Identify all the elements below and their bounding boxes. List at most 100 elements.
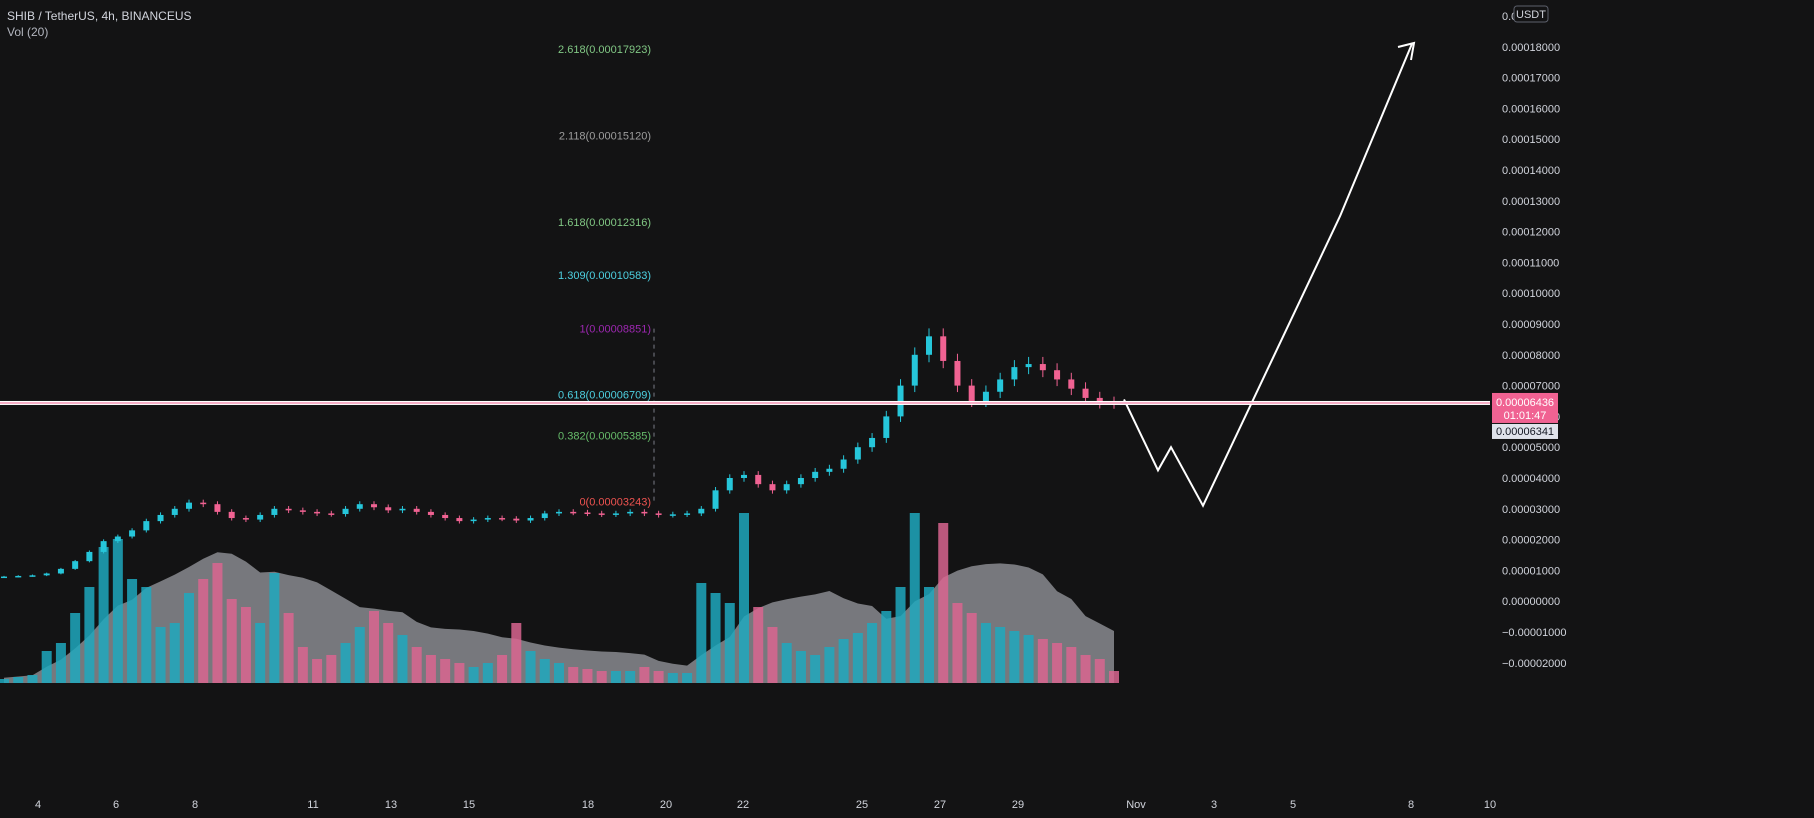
- symbol-title[interactable]: SHIB / TetherUS, 4h, BINANCEUS: [7, 9, 192, 23]
- current-price-badge[interactable]: [1492, 392, 1558, 423]
- volume-bar: [525, 651, 536, 683]
- volume-bar: [297, 647, 308, 683]
- volume-bar: [582, 669, 593, 683]
- candle-body: [356, 504, 363, 509]
- volume-bar: [482, 663, 493, 683]
- time-tick-label[interactable]: 3: [1211, 799, 1217, 811]
- candle-body: [612, 513, 619, 515]
- time-tick-label[interactable]: 13: [385, 799, 397, 811]
- currency-badge[interactable]: [1513, 5, 1549, 23]
- projection-arrowhead: [1397, 41, 1416, 61]
- volume-bar: [909, 513, 920, 683]
- price-tick-label[interactable]: 0.00013000: [1502, 196, 1560, 208]
- volume-bar: [169, 623, 180, 683]
- candle-body: [883, 416, 890, 438]
- candle-body: [228, 511, 235, 519]
- time-tick-label[interactable]: 4: [35, 799, 41, 811]
- time-tick-label[interactable]: Nov: [1126, 799, 1146, 811]
- candle-body: [456, 518, 463, 522]
- candle-body: [598, 513, 605, 515]
- volume-bar: [326, 655, 337, 683]
- time-tick-label[interactable]: 8: [1408, 799, 1414, 811]
- candle-body: [840, 459, 847, 469]
- volume-bar: [810, 655, 821, 683]
- time-tick-label[interactable]: 20: [660, 799, 672, 811]
- price-scale[interactable]: 0.0 0.00018000 0.00017000 0.00016000 0.00015…: [1492, 5, 1567, 670]
- price-tick-label[interactable]: 0.00005000: [1502, 442, 1560, 454]
- price-tick-label[interactable]: −0.00002000: [1502, 658, 1567, 670]
- volume-bar: [1052, 643, 1063, 683]
- volume-bar: [84, 587, 95, 683]
- price-tick-label[interactable]: 0.00014000: [1502, 165, 1560, 177]
- price-tick-label[interactable]: −0.00001000: [1502, 627, 1567, 639]
- price-tick-label[interactable]: 0.00004000: [1502, 473, 1560, 485]
- candle-body: [669, 514, 676, 516]
- candle-body: [584, 512, 591, 514]
- candle-body: [57, 568, 64, 574]
- volume-bar: [1023, 635, 1034, 683]
- price-tick-label[interactable]: 0.00002000: [1502, 535, 1560, 547]
- time-tick-label[interactable]: 5: [1290, 799, 1296, 811]
- currency-badge-label[interactable]: USDT: [1516, 9, 1546, 21]
- candle-body: [968, 385, 975, 401]
- volume-bar: [497, 655, 508, 683]
- price-tick-label[interactable]: 0.00001000: [1502, 565, 1560, 577]
- price-tick-label[interactable]: 0.00008000: [1502, 350, 1560, 362]
- volume-bar: [696, 583, 707, 683]
- volume-bar: [639, 667, 650, 683]
- price-tick-label[interactable]: 0.00003000: [1502, 504, 1560, 516]
- time-axis[interactable]: 4 6 8 11 13 15 18 20 22 25 27 29 Nov 3 5 8 10: [35, 799, 1496, 811]
- price-tick-label[interactable]: 0.00010000: [1502, 288, 1560, 300]
- candle-body: [741, 474, 747, 478]
- candle-body: [129, 530, 136, 537]
- time-tick-label[interactable]: 8: [192, 799, 198, 811]
- volume-bar: [881, 611, 892, 683]
- price-tick-label[interactable]: 0.00009000: [1502, 319, 1560, 331]
- price-tick-label[interactable]: 0.00000000: [1502, 596, 1560, 608]
- volume-bar: [539, 659, 550, 683]
- price-tick-label[interactable]: 0.00011000: [1502, 257, 1559, 269]
- volume-bar: [781, 643, 792, 683]
- price-tick-label[interactable]: 0.00012000: [1502, 227, 1560, 239]
- price-tick-label[interactable]: 0.00018000: [1502, 42, 1560, 54]
- volume-bar: [924, 587, 934, 683]
- candle-body: [1011, 367, 1018, 380]
- time-tick-label[interactable]: 11: [307, 799, 318, 811]
- volume-bar: [425, 655, 436, 683]
- volume-bar: [1009, 631, 1020, 683]
- volume-bar: [354, 627, 365, 683]
- time-tick-label[interactable]: 29: [1012, 799, 1024, 811]
- time-tick-label[interactable]: 22: [737, 799, 749, 811]
- price-tick-label[interactable]: 0.00015000: [1502, 134, 1560, 146]
- time-tick-label[interactable]: 25: [856, 799, 868, 811]
- candle-body: [114, 536, 121, 542]
- time-tick-label[interactable]: 18: [582, 799, 594, 811]
- candle-body: [911, 354, 918, 386]
- price-tick-label[interactable]: 0.00017000: [1502, 73, 1560, 85]
- time-tick-label[interactable]: 10: [1484, 799, 1496, 811]
- volume-bar: [995, 627, 1006, 683]
- volume-bar: [767, 627, 778, 683]
- price-tick-label[interactable]: 0.0: [1502, 11, 1517, 23]
- candle-body: [371, 504, 377, 508]
- volume-bar: [838, 639, 849, 683]
- fib-level-label: 1.618(0.00012316): [558, 217, 651, 229]
- candle-body: [527, 518, 534, 521]
- price-tick-label[interactable]: 0.00016000: [1502, 103, 1560, 115]
- time-tick-label[interactable]: 6: [113, 799, 119, 811]
- volume-bars: [0, 513, 1119, 683]
- time-tick-label[interactable]: 15: [463, 799, 475, 811]
- volume-indicator-label[interactable]: Vol (20): [7, 25, 49, 39]
- volume-bar: [753, 607, 764, 683]
- volume-bar: [1109, 671, 1119, 683]
- candle-body: [627, 511, 634, 514]
- price-tick-label[interactable]: 0.00007000: [1502, 381, 1560, 393]
- candle-body: [1082, 388, 1089, 398]
- volume-bar: [682, 673, 693, 683]
- price-line: [0, 400, 1490, 405]
- candle-body: [570, 511, 577, 514]
- volume-bar: [625, 671, 636, 683]
- time-tick-label[interactable]: 27: [934, 799, 946, 811]
- secondary-price-badge[interactable]: [1492, 423, 1558, 439]
